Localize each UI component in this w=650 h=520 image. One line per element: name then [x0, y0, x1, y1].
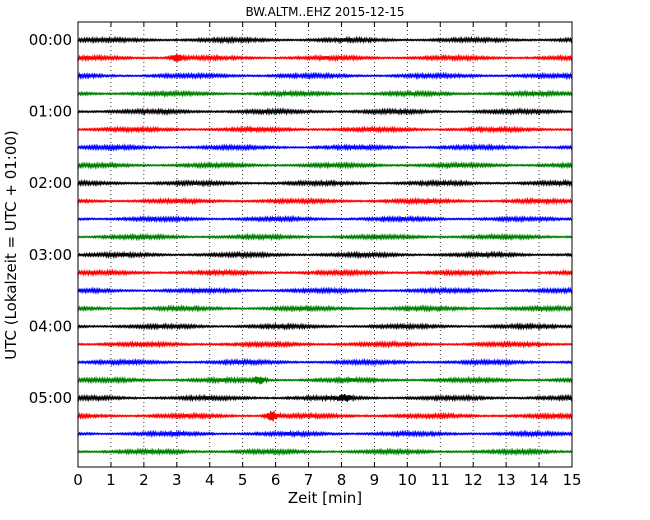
x-tick-label-3: 3 [172, 471, 182, 489]
trace-0315 [77, 268, 573, 278]
trace-0115 [77, 125, 573, 134]
trace-0400 [77, 321, 573, 331]
trace-0345 [77, 304, 573, 313]
chart-title: BW.ALTM..EHZ 2015-12-15 [245, 5, 404, 19]
x-tick-label-4: 4 [205, 471, 215, 489]
x-axis: 0 1 2 3 4 5 6 7 8 9 10 11 12 13 14 15 [73, 22, 582, 489]
trace-0030 [77, 71, 573, 81]
trace-0300 [77, 250, 573, 260]
y-tick-label-02:00: 02:00 [29, 174, 72, 192]
trace-0000 [77, 35, 573, 45]
y-tick-label-05:00: 05:00 [29, 389, 72, 407]
y-axis: 00:00 01:00 02:00 03:00 04:00 05:00 [29, 31, 572, 407]
trace-0530 [77, 429, 573, 439]
x-tick-label-5: 5 [238, 471, 248, 489]
y-tick-label-04:00: 04:00 [29, 317, 72, 335]
x-tick-label-8: 8 [337, 471, 347, 489]
x-tick-label-11: 11 [431, 471, 450, 489]
y-tick-label-00:00: 00:00 [29, 31, 72, 49]
x-tick-label-2: 2 [139, 471, 149, 489]
x-tick-label-13: 13 [497, 471, 516, 489]
trace-0130 [77, 143, 573, 152]
trace-0145 [77, 160, 573, 170]
trace-0015 [77, 53, 573, 63]
x-tick-label-14: 14 [530, 471, 549, 489]
trace-0200 [77, 178, 573, 188]
x-tick-label-0: 0 [73, 471, 83, 489]
plot-frame [77, 21, 573, 468]
grid-lines [110, 22, 540, 467]
y-tick-label-01:00: 01:00 [29, 103, 72, 121]
trace-0230 [77, 214, 573, 224]
trace-0045 [77, 89, 573, 99]
x-axis-label: Zeit [min] [288, 489, 362, 507]
trace-0100 [77, 107, 573, 116]
x-tick-label-6: 6 [271, 471, 281, 489]
trace-0215 [77, 196, 573, 206]
trace-0430 [77, 357, 573, 367]
x-tick-label-9: 9 [370, 471, 380, 489]
trace-0445 [77, 375, 573, 385]
trace-0500 [77, 393, 573, 403]
y-tick-label-03:00: 03:00 [29, 246, 72, 264]
x-tick-label-1: 1 [106, 471, 116, 489]
trace-0545 [77, 447, 573, 457]
trace-0415 [77, 339, 573, 349]
x-tick-label-12: 12 [464, 471, 483, 489]
y-axis-label: UTC (Lokalzeit = UTC + 01:00) [2, 130, 20, 360]
trace-0515 [77, 410, 573, 422]
trace-0245 [77, 232, 573, 242]
x-tick-label-10: 10 [398, 471, 417, 489]
x-tick-label-7: 7 [304, 471, 314, 489]
x-tick-label-15: 15 [562, 471, 581, 489]
trace-0330 [77, 286, 573, 295]
traces [77, 35, 573, 457]
